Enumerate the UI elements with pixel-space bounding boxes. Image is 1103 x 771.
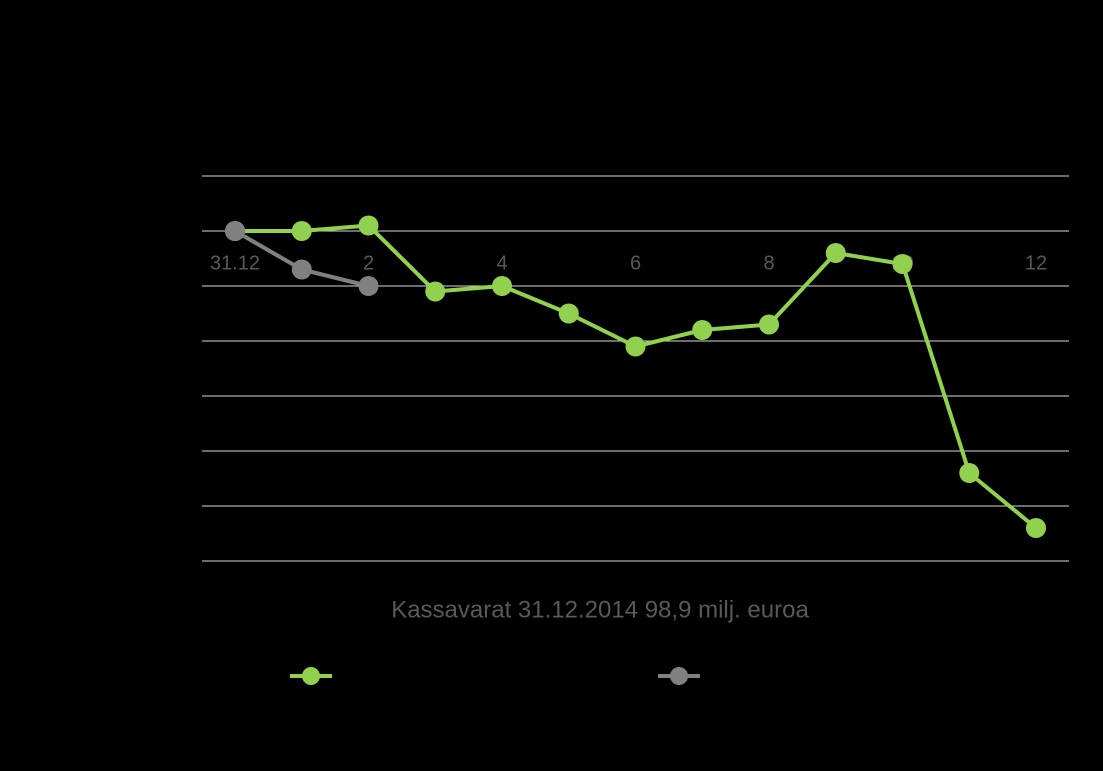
data-point — [358, 276, 379, 296]
y-tick-label: 5 — [181, 274, 192, 296]
legend-marker — [670, 667, 688, 685]
data-point — [291, 221, 312, 241]
data-point — [558, 303, 579, 324]
data-point — [692, 320, 713, 340]
x-tick-label: 6 — [630, 252, 641, 274]
y-tick-label: 6 — [181, 219, 192, 241]
legend-marker — [302, 667, 320, 685]
x-tick-label: 2 — [363, 252, 374, 274]
data-point — [959, 463, 980, 483]
y-tick-label: 7 — [181, 164, 192, 186]
y-tick-label: 2 — [181, 439, 192, 461]
x-tick-label: 12 — [1025, 252, 1047, 274]
x-tick-label: 4 — [496, 252, 507, 274]
data-point — [759, 314, 779, 335]
data-point — [425, 281, 446, 302]
data-point — [492, 276, 512, 296]
data-point — [225, 221, 245, 241]
x-tick-label: 31.12 — [210, 252, 260, 274]
data-point — [825, 243, 846, 263]
data-point — [625, 336, 646, 357]
data-point — [892, 254, 913, 274]
x-tick-label: 8 — [763, 252, 774, 274]
y-tick-label: 3 — [181, 384, 192, 406]
y-tick-label: 0 — [181, 549, 192, 571]
data-point — [358, 215, 379, 236]
data-point — [291, 259, 312, 280]
y-tick-label: 1 — [181, 494, 192, 516]
chart-title: Kassavarat 31.12.2014 98,9 milj. euroa — [391, 596, 809, 623]
data-point — [1026, 518, 1046, 538]
y-tick-label: 4 — [181, 329, 192, 351]
